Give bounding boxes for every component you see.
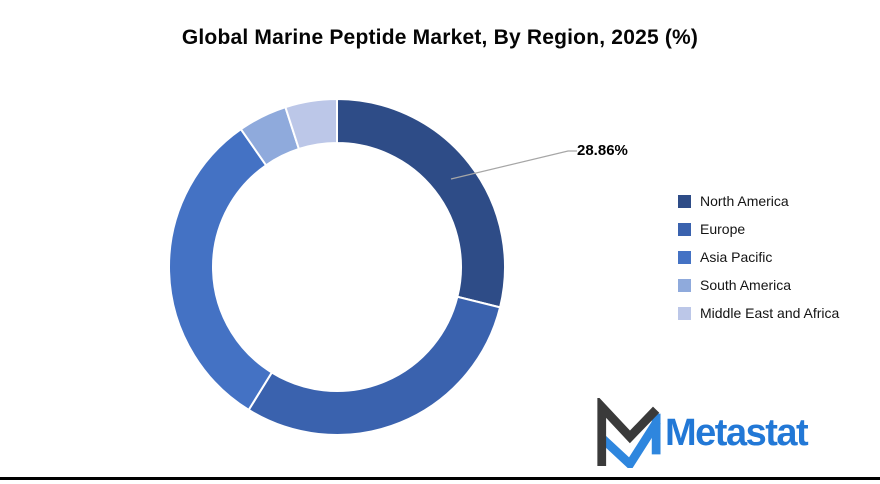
- donut-slice-middle-east-and-africa: [284, 97, 338, 151]
- legend-label: South America: [700, 277, 792, 293]
- donut-ring: [168, 97, 506, 436]
- metastat-logo-text: Metastat: [665, 412, 809, 454]
- legend-item-north-america: North America: [678, 194, 839, 208]
- donut-slice-europe: [247, 295, 502, 436]
- metastat-logo-icon: [597, 398, 661, 468]
- leader-line: [450, 150, 577, 180]
- logo-mark-dark-m: [597, 398, 660, 467]
- donut-slice-north-america: [336, 97, 506, 309]
- legend-label: Europe: [700, 221, 746, 237]
- donut-slice-asia-pacific: [168, 127, 274, 412]
- legend-label: Middle East and Africa: [700, 305, 840, 321]
- legend-item-asia-pacific: Asia Pacific: [678, 250, 839, 264]
- legend-swatch: [678, 194, 691, 208]
- legend-swatch: [678, 306, 691, 320]
- legend-swatch: [678, 278, 691, 292]
- logo-mark-blue-check: [599, 418, 661, 468]
- legend-swatch: [678, 250, 691, 264]
- legend: North America Europe Asia Pacific South …: [678, 194, 839, 334]
- legend-label: North America: [700, 193, 789, 209]
- legend-swatch: [678, 222, 691, 236]
- bottom-rule: [0, 477, 880, 480]
- data-label-north-america: 28.86%: [577, 142, 628, 159]
- legend-item-south-america: South America: [678, 278, 839, 292]
- chart-title: Global Marine Peptide Market, By Region,…: [181, 26, 699, 49]
- metastat-logo: Metastat: [593, 398, 809, 468]
- legend-item-europe: Europe: [678, 222, 839, 236]
- legend-label: Asia Pacific: [700, 249, 773, 265]
- legend-item-middle-east-and-africa: Middle East and Africa: [678, 306, 839, 320]
